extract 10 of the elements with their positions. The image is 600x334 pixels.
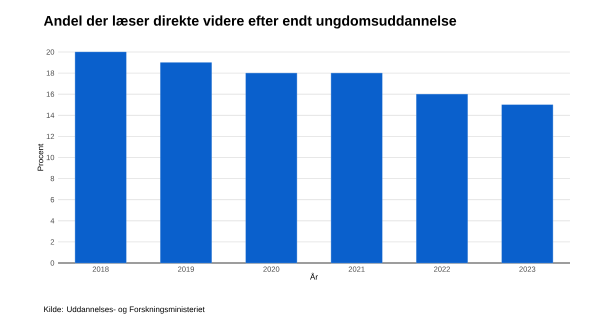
x-axis-title: År xyxy=(310,272,318,280)
bar xyxy=(74,52,126,264)
bar xyxy=(246,72,298,264)
bar xyxy=(502,104,554,264)
y-axis-title: Procent xyxy=(38,144,44,171)
bar xyxy=(160,62,212,264)
bar xyxy=(330,72,382,264)
text: Kilde: Uddannelses- og Forskningsministeriet xyxy=(44,306,205,314)
bar xyxy=(416,94,468,264)
chart-title: Andel der læser direkte videre efter endt ungdomsuddannelse xyxy=(44,15,456,29)
